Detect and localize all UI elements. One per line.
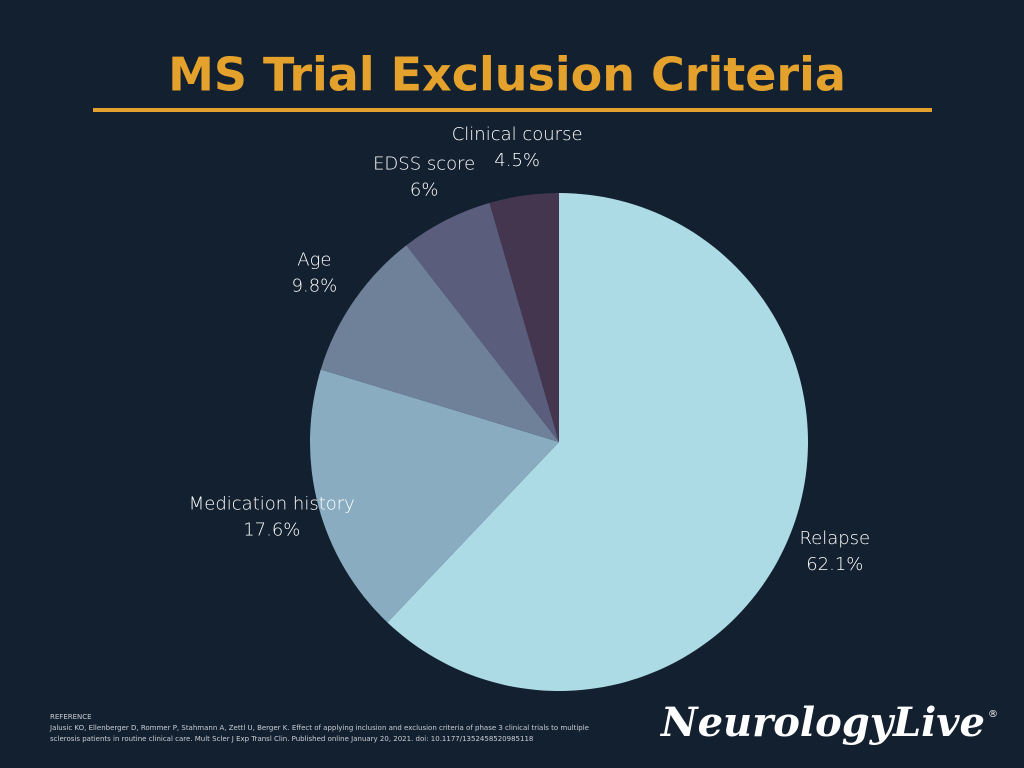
slice-label: Clinical course <box>452 124 583 145</box>
slice-value-label: 4.5% <box>494 150 540 171</box>
pie-slice <box>387 193 809 691</box>
pie: Relapse 62.1% Medication history 17.6% Age 9.… <box>189 124 870 691</box>
slice-value-label: 9.8% <box>292 276 338 297</box>
slice-label: Relapse <box>799 528 870 549</box>
pie-slice <box>310 369 559 623</box>
brand-mark: ® <box>988 709 998 720</box>
slice-label: EDSS score <box>373 153 475 174</box>
slice-label: Age <box>297 250 331 271</box>
slice-label: Medication history <box>189 494 355 515</box>
pie-slice <box>489 193 559 442</box>
reference-text: Jalusic KO, Ellenberger D, Rommer P, Sta… <box>49 724 589 732</box>
slice-value-label: 6% <box>410 179 439 200</box>
brand-logo: NeurologyLive <box>659 699 985 746</box>
slice-value-label: 17.6% <box>243 520 300 541</box>
chart-title: MS Trial Exclusion Criteria <box>168 48 846 102</box>
reference-heading: REFERENCE <box>50 713 92 721</box>
reference-text: sclerosis patients in routine clinical c… <box>50 735 533 743</box>
slice-value-label: 62.1% <box>806 554 863 575</box>
pie-slice <box>320 245 559 442</box>
pie-slice <box>406 202 559 442</box>
